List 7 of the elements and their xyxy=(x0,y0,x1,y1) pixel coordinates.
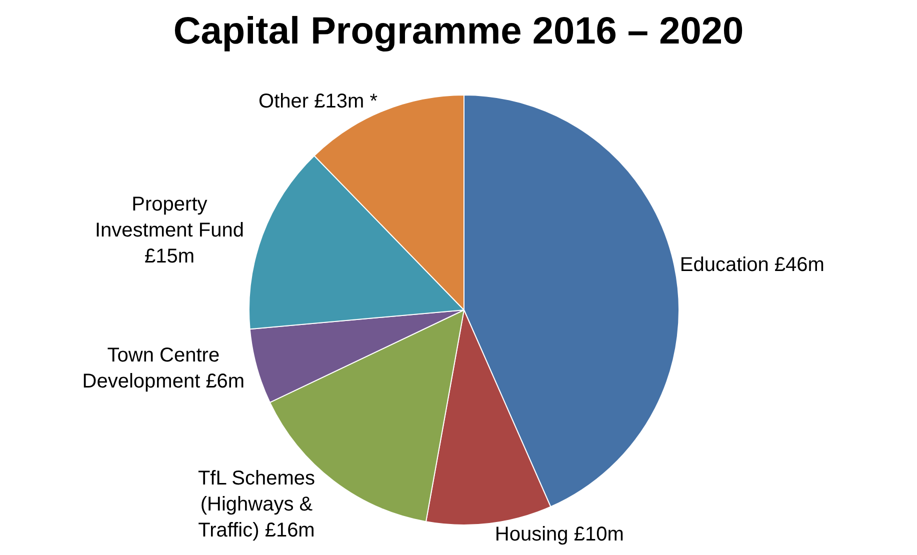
slice-label: Housing £10m xyxy=(494,523,624,546)
chart-title: Capital Programme 2016 – 2020 xyxy=(173,10,744,52)
slice-label: Other £13m * xyxy=(258,90,378,112)
slice-label: TfL Schemes (Highways & Traffic) £16m xyxy=(198,467,316,542)
slice-label: Property Investment Fund £15m xyxy=(94,194,244,268)
slice-label: Town Centre Development £6m xyxy=(82,344,245,392)
slice-label: Education £46m xyxy=(680,254,824,276)
